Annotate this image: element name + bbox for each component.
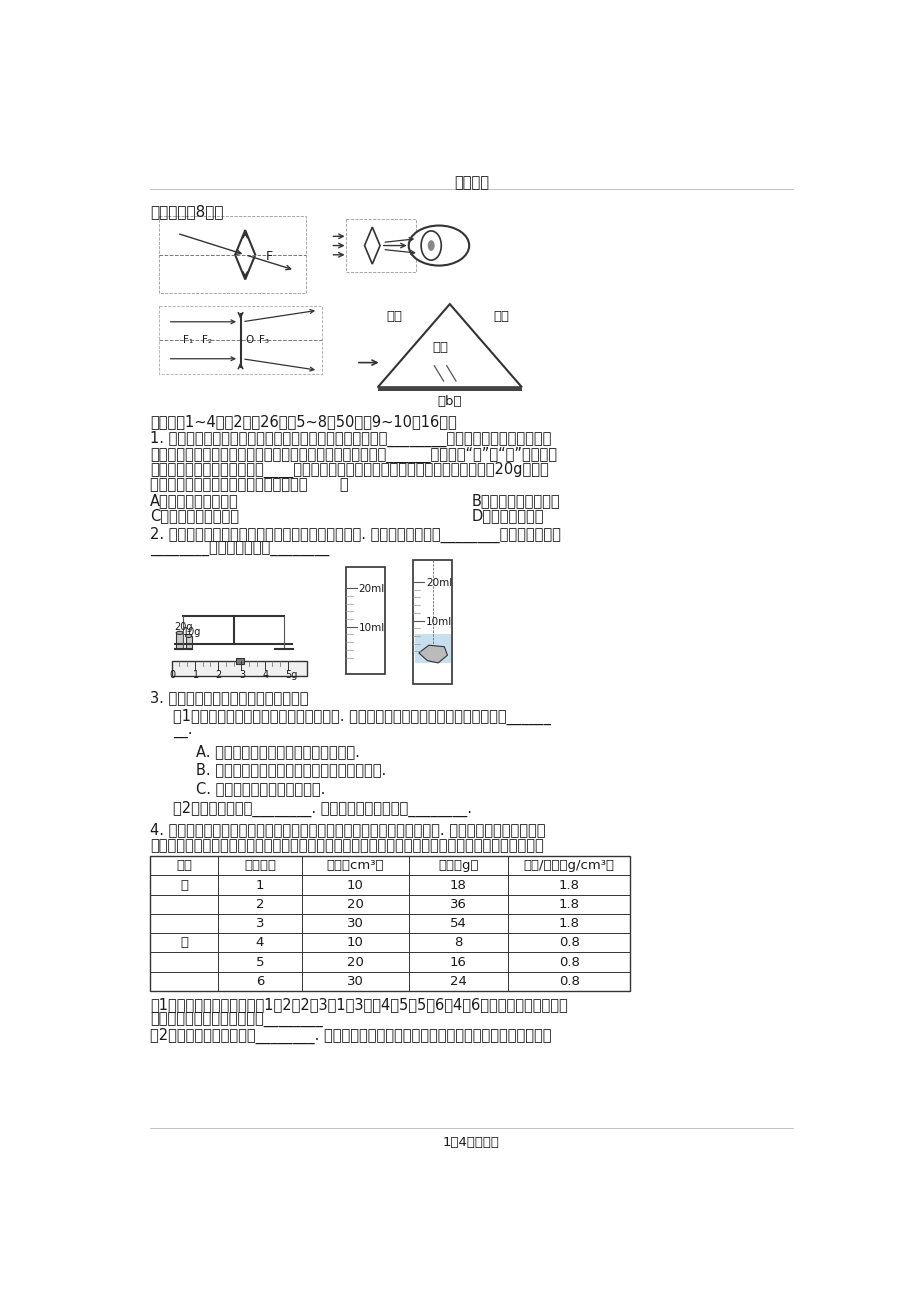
Text: 实验次数: 实验次数 xyxy=(244,859,276,872)
Text: 4: 4 xyxy=(262,669,268,680)
Bar xyxy=(186,635,191,648)
Polygon shape xyxy=(235,230,255,280)
Text: 5: 5 xyxy=(255,956,264,969)
Bar xyxy=(176,633,183,648)
Text: 2: 2 xyxy=(255,898,264,911)
Text: 4: 4 xyxy=(255,936,264,949)
Text: 10ml: 10ml xyxy=(425,617,451,626)
Text: （2）实验的公式是________. 将上述步骤按顺序排列________.: （2）实验的公式是________. 将上述步骤按顺序排列________. xyxy=(173,801,471,816)
Text: 物质: 物质 xyxy=(176,859,192,872)
Text: 4. 为了研究物质的某种特性，某同学分别用甲、乙两种不同的液体做实验. 实验时，他用量筒和天平: 4. 为了研究物质的某种特性，某同学分别用甲、乙两种不同的液体做实验. 实验时，… xyxy=(150,823,545,837)
Text: C. 把游码置于标尺的零刻线处.: C. 把游码置于标尺的零刻线处. xyxy=(196,781,325,796)
Text: 质量（g）: 质量（g） xyxy=(437,859,478,872)
Text: 8: 8 xyxy=(454,936,462,949)
Ellipse shape xyxy=(408,225,469,266)
Ellipse shape xyxy=(186,634,191,638)
Text: 1／4每天教育: 1／4每天教育 xyxy=(443,1135,499,1148)
Text: B、在右盘中减少砂码: B、在右盘中减少砂码 xyxy=(471,492,560,508)
Text: 作图题（兲8分）: 作图题（兲8分） xyxy=(150,204,223,219)
Text: 6: 6 xyxy=(255,975,264,988)
Ellipse shape xyxy=(421,230,441,260)
Text: 20g: 20g xyxy=(174,622,192,631)
Text: F₃: F₃ xyxy=(259,335,269,345)
Text: 18: 18 xyxy=(449,879,466,892)
Text: 24: 24 xyxy=(449,975,466,988)
Text: 30: 30 xyxy=(346,917,363,930)
Text: 36: 36 xyxy=(449,898,466,911)
Text: 倍数关系，可归纳出的结论是________: 倍数关系，可归纳出的结论是________ xyxy=(150,1013,323,1027)
Text: 2. 用天平和量筒测不规则的石块的密度中，如图所示. 测得石块的质量为________，石块的体积为: 2. 用天平和量筒测不规则的石块的密度中，如图所示. 测得石块的质量为_____… xyxy=(150,526,561,543)
Text: 1.8: 1.8 xyxy=(558,898,579,911)
Text: 1.8: 1.8 xyxy=(558,917,579,930)
Text: 1: 1 xyxy=(192,669,199,680)
Text: 实验题（1~4每穲2分剨26分，5~8剨50分，9~10剨16分）: 实验题（1~4每穲2分剨26分，5~8剨50分，9~10剨16分） xyxy=(150,414,456,430)
Text: D、向左调节游码: D、向左调节游码 xyxy=(471,508,543,523)
Text: 10g: 10g xyxy=(183,626,201,637)
Text: C、向右调节平衡螺母: C、向右调节平衡螺母 xyxy=(150,508,239,523)
Text: A、在右盘中增加砂码: A、在右盘中增加砂码 xyxy=(150,492,238,508)
Polygon shape xyxy=(418,646,447,663)
Bar xyxy=(171,660,307,676)
Text: B. 调节天平的平衡螺母，使天平横梁水平平衡.: B. 调节天平的平衡螺母，使天平横梁水平平衡. xyxy=(196,762,386,777)
Text: （b）: （b） xyxy=(437,395,461,408)
Text: 1. 对放在水平桌面上的托盘天平进行调节时，应将游码放在________。当游码放好后，若发现指: 1. 对放在水平桌面上的托盘天平进行调节时，应将游码放在________。当游码… xyxy=(150,431,550,448)
Text: 空气: 空气 xyxy=(493,310,508,323)
Text: F₁: F₁ xyxy=(183,335,193,345)
Text: 10: 10 xyxy=(346,936,363,949)
Text: 体积（cm³）: 体积（cm³） xyxy=(326,859,383,872)
Text: F₂: F₂ xyxy=(201,335,211,345)
Text: 20ml: 20ml xyxy=(358,585,384,594)
Text: 3. 用天平和量筒测量盐水密度的实验：: 3. 用天平和量筒测量盐水密度的实验： xyxy=(150,690,308,704)
Polygon shape xyxy=(364,227,380,264)
Text: 0.8: 0.8 xyxy=(558,936,579,949)
Bar xyxy=(414,634,450,663)
Text: 5g: 5g xyxy=(285,669,298,680)
Text: ________、石块的密度为________: ________、石块的密度为________ xyxy=(150,542,329,557)
Text: 玻璃: 玻璃 xyxy=(432,341,448,354)
Text: 质量/体积（g/cm³）: 质量/体积（g/cm³） xyxy=(523,859,614,872)
Text: 20ml: 20ml xyxy=(425,578,451,589)
Text: 乙: 乙 xyxy=(180,936,187,949)
Text: 分别测出甲（或乙）液体在不同体积的质量。下表记录的实验测得的数据及求得的质量跟体积的比値。: 分别测出甲（或乙）液体在不同体积的质量。下表记录的实验测得的数据及求得的质量跟体… xyxy=(150,837,543,853)
Text: 20: 20 xyxy=(346,898,363,911)
Bar xyxy=(346,219,415,272)
Text: 时，应把待测物体放在天平的____盘里。在称量某一物体的质量时，开始向左盘中加入20g的砂码: 时，应把待测物体放在天平的____盘里。在称量某一物体的质量时，开始向左盘中加入… xyxy=(150,462,548,478)
Text: 针的位置偏向分度盘的左侧，要使横梁平衡，应将平衡螺母向______调节（填“左”或“右”）。称量: 针的位置偏向分度盘的左侧，要使横梁平衡，应将平衡螺母向______调节（填“左”… xyxy=(150,447,556,462)
Text: 1.8: 1.8 xyxy=(558,879,579,892)
Text: 3: 3 xyxy=(239,669,244,680)
Text: 10: 10 xyxy=(346,879,363,892)
Bar xyxy=(150,857,630,991)
Text: 0.8: 0.8 xyxy=(558,956,579,969)
Bar xyxy=(346,566,384,674)
Text: 0: 0 xyxy=(169,669,176,680)
Text: 后，观察指针在分度盘中线的左侧，则（       ）: 后，观察指针在分度盘中线的左侧，则（ ） xyxy=(150,478,348,492)
Text: （1）在使用托盘天平前要对天平进行调节. 按正确的顺序将下列各步骤前的字母排列______: （1）在使用托盘天平前要对天平进行调节. 按正确的顺序将下列各步骤前的字母排列_… xyxy=(173,708,550,724)
Text: 16: 16 xyxy=(449,956,466,969)
Text: F: F xyxy=(266,250,273,263)
Text: 3: 3 xyxy=(255,917,264,930)
Text: （2）分析上表中实验次数________. 可归纳出的结论是相同体积的甲、乙两种液体，它们的质量: （2）分析上表中实验次数________. 可归纳出的结论是相同体积的甲、乙两种… xyxy=(150,1027,550,1044)
Ellipse shape xyxy=(176,631,183,634)
Bar xyxy=(235,658,244,664)
Bar xyxy=(159,306,322,374)
Text: 每天教育: 每天教育 xyxy=(453,176,489,190)
Text: 10ml: 10ml xyxy=(358,622,384,633)
Text: O: O xyxy=(245,335,253,345)
Text: 20: 20 xyxy=(346,956,363,969)
Text: 2: 2 xyxy=(216,669,221,680)
Bar xyxy=(413,560,451,684)
Bar xyxy=(378,387,521,391)
Polygon shape xyxy=(378,305,521,387)
Ellipse shape xyxy=(427,240,434,251)
Text: 30: 30 xyxy=(346,975,363,988)
Text: （1）分析上表中的实验次数1与2（2与3、1与3）或4与5（5与6、4与6）的体积及质量变化的: （1）分析上表中的实验次数1与2（2与3、1与3）或4与5（5与6、4与6）的体… xyxy=(150,997,567,1012)
Bar xyxy=(159,216,306,293)
Text: __.: __. xyxy=(173,724,192,738)
Text: 54: 54 xyxy=(449,917,466,930)
Text: 0.8: 0.8 xyxy=(558,975,579,988)
Text: 空气: 空气 xyxy=(386,310,402,323)
Text: 1: 1 xyxy=(255,879,264,892)
Text: A. 组装好天平，把天平放在水平台面上.: A. 组装好天平，把天平放在水平台面上. xyxy=(196,743,360,759)
Text: 甲: 甲 xyxy=(180,879,187,892)
